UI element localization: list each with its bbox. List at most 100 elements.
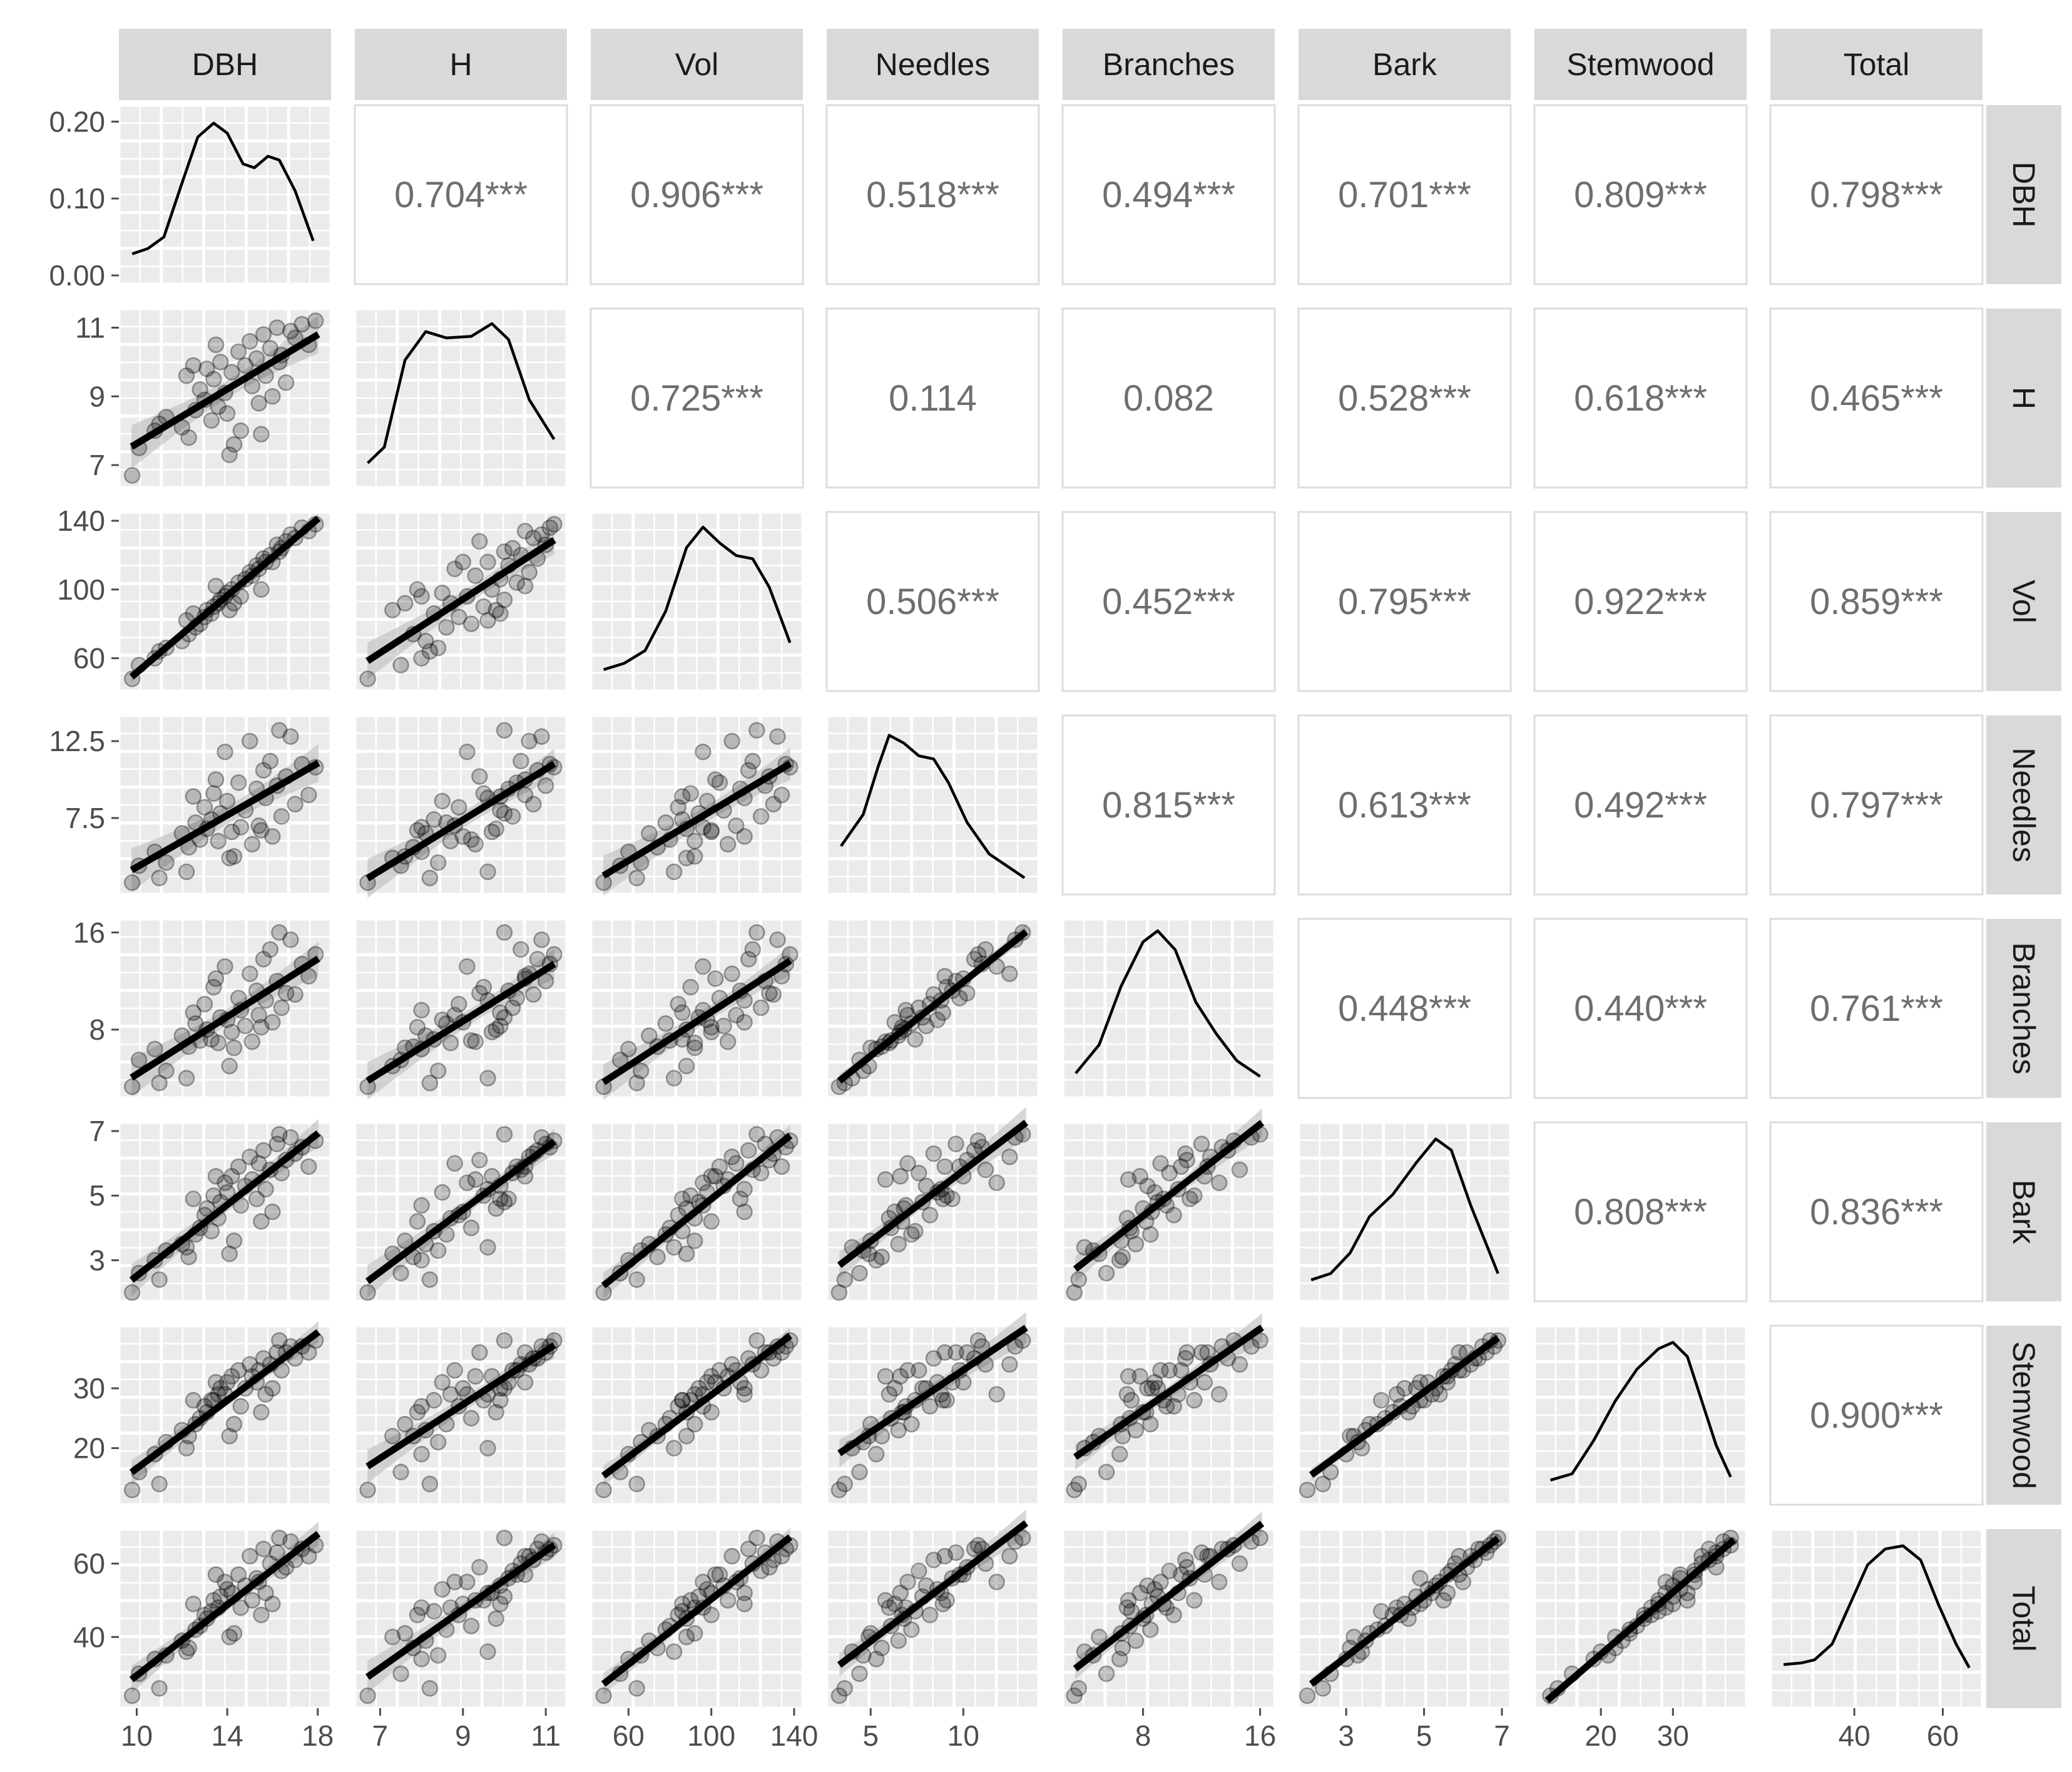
point-vol-branches-37 — [665, 1070, 683, 1087]
point-bark-total-0 — [1299, 1687, 1316, 1704]
point-branches-stemwood-15 — [1146, 1374, 1163, 1391]
y-tick-label-vol: 100 — [57, 573, 105, 606]
point-branches-total-33 — [1177, 1551, 1194, 1569]
point-vol-total-35 — [773, 1548, 790, 1565]
x-tick-label-h: 11 — [531, 1719, 561, 1752]
point-dbh-total-43 — [185, 1595, 202, 1612]
point-dbh-needles-22 — [243, 836, 261, 853]
regression-line — [837, 1520, 1029, 1668]
x-tick-label-dbh: 18 — [302, 1719, 334, 1752]
point-branches-total-4 — [1127, 1632, 1145, 1649]
y-tick-label-branches: 16 — [73, 916, 105, 949]
point-branches-bark-24 — [1152, 1155, 1169, 1172]
regression-line — [1309, 1334, 1501, 1478]
x-tick-label-h: 9 — [455, 1719, 471, 1752]
point-vol-total-40 — [748, 1529, 765, 1547]
point-vol-bark-25 — [740, 1142, 757, 1159]
point-h-stemwood-3 — [429, 1433, 447, 1451]
point-h-vol-28 — [454, 553, 472, 571]
point-bark-stemwood-14 — [1431, 1386, 1448, 1403]
point-vol-total-37 — [665, 1643, 683, 1661]
density-curve-total — [1783, 1544, 1971, 1669]
point-dbh-bark-41 — [207, 1167, 225, 1185]
point-dbh-needles-39 — [221, 849, 238, 867]
point-h-total-32 — [533, 1533, 550, 1550]
point-h-total-3 — [429, 1647, 447, 1664]
point-vol-branches-21 — [723, 965, 740, 982]
point-dbh-h-0 — [123, 467, 141, 484]
point-dbh-stemwood-16 — [223, 1368, 240, 1385]
point-dbh-branches-33 — [287, 986, 304, 1003]
point-dbh-total-32 — [282, 1533, 299, 1550]
y-tick-label-vol: 140 — [57, 504, 105, 537]
point-h-bark-16 — [483, 1167, 501, 1185]
point-dbh-total-15 — [218, 1580, 236, 1598]
point-dbh-bark-38 — [151, 1271, 168, 1288]
point-stemwood-total-22 — [1679, 1592, 1696, 1609]
corr-h-stemwood: 0.618*** — [1574, 378, 1707, 419]
panel-grid — [117, 917, 333, 1100]
point-h-branches-3 — [429, 1062, 447, 1080]
point-vol-bark-38 — [628, 1271, 645, 1288]
point-vol-bark-40 — [748, 1125, 765, 1143]
point-dbh-total-25 — [255, 1540, 272, 1557]
point-dbh-branches-20 — [237, 1017, 254, 1035]
point-branches-bark-37 — [1076, 1239, 1093, 1256]
point-dbh-branches-30 — [273, 999, 290, 1017]
point-stemwood-total-14 — [1657, 1574, 1675, 1590]
point-h-needles-31 — [471, 768, 488, 785]
point-h-branches-20 — [492, 1017, 509, 1035]
point-dbh-stemwood-15 — [218, 1374, 236, 1391]
point-branches-stemwood-14 — [1210, 1386, 1228, 1403]
point-bark-total-22 — [1435, 1592, 1452, 1609]
panel-grid — [1297, 1120, 1513, 1303]
point-h-vol-21 — [521, 564, 538, 581]
point-dbh-total-41 — [207, 1566, 225, 1583]
point-h-stemwood-40 — [496, 1332, 513, 1349]
strip-right-label-stemwood: Stemwood — [2006, 1341, 2041, 1489]
point-dbh-h-5 — [180, 429, 197, 446]
point-dbh-branches-28 — [264, 1014, 281, 1031]
point-needles-total-24 — [899, 1574, 916, 1590]
regression-line — [1073, 1324, 1264, 1460]
strip-right-label-bark: Bark — [2006, 1180, 2041, 1245]
point-h-vol-41 — [516, 578, 534, 595]
point-branches-total-8 — [1165, 1606, 1182, 1624]
point-dbh-branches-11 — [205, 978, 222, 996]
point-dbh-total-5 — [180, 1639, 197, 1657]
point-vol-branches-14 — [695, 958, 712, 975]
corr-h-total: 0.465*** — [1810, 378, 1943, 419]
point-vol-needles-8 — [670, 799, 686, 816]
point-h-bark-32 — [533, 1129, 550, 1146]
point-dbh-needles-38 — [151, 869, 168, 886]
point-h-vol-22 — [467, 567, 484, 585]
strip-right-label-needles: Needles — [2006, 747, 2041, 862]
point-dbh-bark-0 — [123, 1284, 141, 1301]
point-dbh-total-35 — [300, 1548, 317, 1565]
point-h-stemwood-0 — [359, 1482, 376, 1498]
point-vol-branches-20 — [715, 1017, 732, 1035]
regression-line — [365, 1139, 557, 1284]
point-branches-stemwood-6 — [1142, 1416, 1159, 1433]
point-dbh-branches-10 — [203, 1031, 220, 1048]
point-h-bark-1 — [392, 1264, 409, 1282]
point-h-vol-31 — [471, 533, 488, 550]
x-tick-label-h: 7 — [372, 1719, 389, 1752]
point-vol-stemwood-18 — [711, 1362, 728, 1379]
corr-panel — [1533, 1121, 1748, 1303]
point-h-needles-12 — [442, 832, 459, 849]
point-vol-total-22 — [719, 1592, 737, 1609]
point-h-stemwood-28 — [454, 1380, 472, 1397]
panel-grid — [825, 917, 1041, 1100]
point-dbh-needles-25 — [255, 762, 272, 779]
corr-dbh-branches: 0.494*** — [1102, 175, 1235, 215]
point-dbh-bark-25 — [255, 1142, 272, 1159]
point-dbh-bark-39 — [221, 1245, 238, 1262]
point-vol-bark-5 — [649, 1248, 666, 1266]
point-h-vol-37 — [479, 612, 496, 629]
panel-grid — [1061, 1527, 1277, 1710]
point-h-needles-37 — [479, 863, 496, 881]
x-tick-label-needles: 5 — [862, 1719, 879, 1752]
point-needles-bark-38 — [836, 1271, 854, 1288]
point-branches-bark-22 — [1120, 1171, 1137, 1188]
